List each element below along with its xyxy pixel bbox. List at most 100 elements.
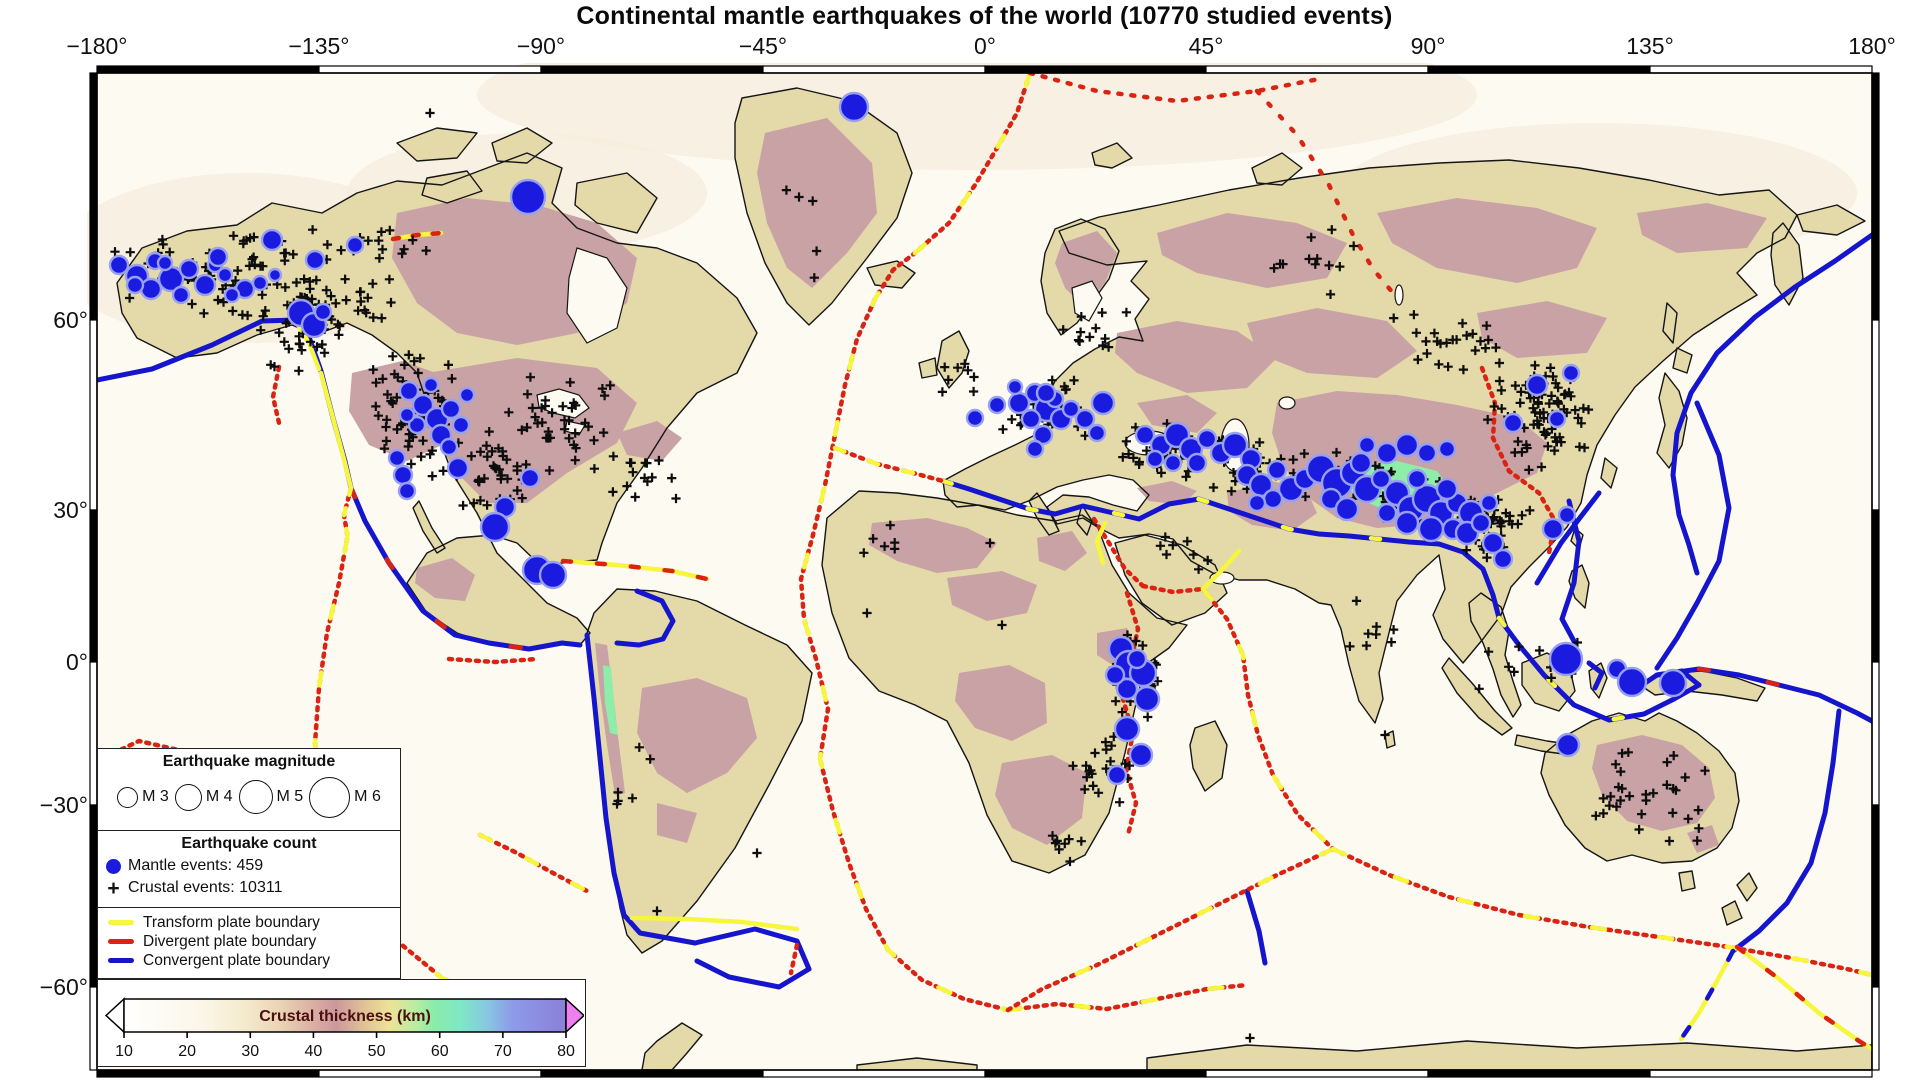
mantle-event-marker [987, 395, 1007, 415]
colorbar-tick-label: 40 [305, 1043, 323, 1060]
divergent-plate-boundary [788, 942, 800, 976]
thick-crust-region [415, 558, 475, 601]
coastline [936, 330, 970, 389]
convergent-plate-boundary [1586, 660, 1605, 691]
coastline [856, 1057, 978, 1070]
magnitude-circle-icon [117, 786, 139, 808]
thick-crust-region [1637, 203, 1767, 253]
coastline [1146, 1040, 1872, 1070]
mantle-event-marker [440, 398, 462, 420]
lat-tick-label: 60° [53, 307, 88, 333]
thick-crust-region [1137, 395, 1217, 433]
map-frame-segment [1871, 319, 1880, 511]
coastline [1656, 372, 1688, 469]
mantle-event-marker [1334, 496, 1360, 522]
convergent-plate-boundary [1244, 888, 1268, 966]
divergent-plate-boundary [1254, 88, 1396, 296]
mantle-event-marker [345, 235, 365, 255]
thick-crust-region [1137, 481, 1197, 505]
landmass [642, 1023, 702, 1070]
count-label: Mantle events: 459 [128, 857, 264, 874]
mantle-event-marker [538, 560, 568, 590]
magnitude-item: M 6 [309, 776, 381, 818]
transform-plate-boundary [1094, 520, 1108, 566]
divergent-plate-boundary [1005, 846, 1336, 1013]
map-frame-segment [1649, 65, 1873, 74]
thick-crust-region [955, 665, 1047, 741]
landmass [867, 261, 915, 288]
transform-line-icon [108, 920, 134, 925]
thick-crust-region [1377, 198, 1597, 283]
figure-title: Continental mantle earthquakes of the wo… [576, 2, 1393, 30]
mantle-event-marker [1417, 515, 1445, 543]
convergent-plate-boundary [1496, 615, 1702, 723]
map-frame-segment [318, 65, 542, 74]
landmass [1679, 871, 1695, 891]
landmass [413, 501, 445, 553]
mantle-event-marker [1145, 449, 1165, 469]
mantle-event-marker [1262, 488, 1284, 510]
mantle-event-marker [108, 254, 130, 276]
coastline [1721, 900, 1743, 926]
mantle-event-marker [1163, 453, 1183, 473]
map-frame-segment [762, 1069, 986, 1078]
colorbar-tick-label: 20 [178, 1043, 196, 1060]
transform-plate-boundary [318, 370, 354, 491]
mantle-event-marker [519, 467, 541, 489]
mantle-event-marker [1548, 641, 1584, 677]
coastline [1662, 302, 1678, 344]
thick-crust-region [1037, 531, 1087, 571]
mantle-event-marker [1416, 442, 1438, 464]
mantle-event-marker [304, 249, 326, 271]
map-layers [97, 73, 1872, 1070]
mantle-event-marker [1357, 435, 1377, 455]
transform-plate-boundary [1039, 846, 1336, 992]
convergent-plate-boundary [1678, 948, 1736, 1042]
mantle-event-marker [1020, 408, 1042, 430]
convergent-plate-boundary [1654, 400, 1732, 671]
very-thick-crust-region [603, 665, 618, 735]
map-frame-segment [1427, 65, 1651, 74]
coastline [1588, 662, 1608, 699]
mantle-event-marker [267, 267, 283, 283]
landmass [1657, 373, 1687, 468]
mantle-event-marker [422, 376, 440, 394]
mantle-event-marker [451, 415, 471, 435]
convergent-plate-boundary [348, 485, 583, 652]
mantle-event-marker [313, 302, 333, 322]
colorbar-gradient [123, 998, 567, 1033]
thick-crust-region [1055, 231, 1117, 308]
colorbar-panel: 10 20 30 40 50 60 70 80 Crustal thickness (km) [97, 979, 586, 1067]
coastline [866, 260, 916, 289]
thick-crust-region [869, 518, 997, 573]
lat-tick-label: −60° [39, 974, 88, 1000]
lake [1394, 284, 1404, 306]
mantle-event-marker [156, 254, 174, 272]
landmass [1190, 721, 1227, 791]
colorbar-tick-label: 70 [494, 1043, 512, 1060]
mantle-event-marker [171, 285, 191, 305]
lon-tick-label: −45° [738, 33, 788, 59]
convergent-plate-boundary [1730, 708, 1842, 954]
thick-crust-region [1157, 213, 1347, 288]
coastline [1600, 457, 1618, 489]
mantle-event-marker [1104, 664, 1126, 686]
transform-plate-boundary [1496, 615, 1647, 723]
landmass [397, 128, 477, 161]
mantle-event-marker [260, 228, 284, 252]
mantle-event-marker [1061, 399, 1081, 419]
divergent-plate-boundary [798, 73, 1033, 1013]
mantle-event-marker [1547, 409, 1567, 429]
map-border [96, 72, 1873, 1071]
magnitude-label: M 3 [142, 788, 169, 805]
boundary-legend-item: Convergent plate boundary [98, 951, 400, 970]
landmass [857, 1058, 977, 1070]
divergent-plate-boundary [1140, 583, 1206, 595]
mantle-event-marker [1128, 742, 1154, 768]
coastline [918, 357, 938, 379]
coastline [1189, 720, 1228, 792]
magnitude-label: M 5 [276, 788, 304, 805]
mantle-event-marker [1616, 666, 1648, 698]
mantle-event-marker [1126, 648, 1148, 670]
